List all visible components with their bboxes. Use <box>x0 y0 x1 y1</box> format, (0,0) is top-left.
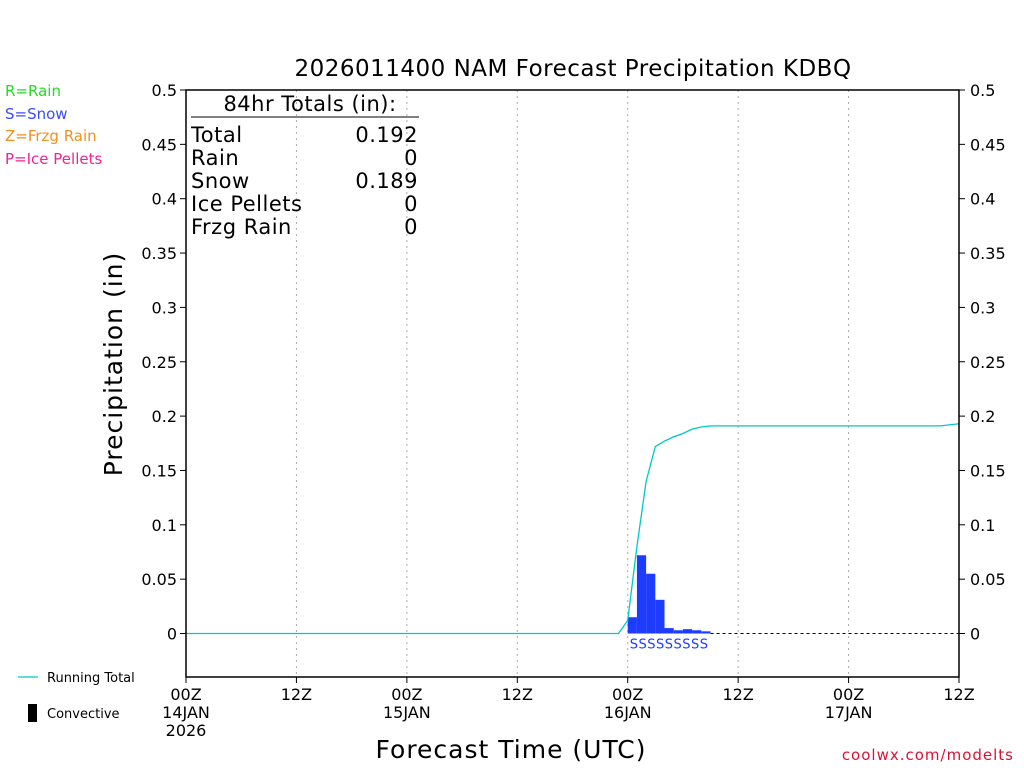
y-tick-label-left: 0.25 <box>141 353 177 372</box>
y-tick-label-left: 0.35 <box>141 244 177 263</box>
totals-value-snow: 0.189 <box>355 169 418 193</box>
totals-label-frzg-rain: Frzg Rain <box>191 215 292 239</box>
x-tick-label: 16JAN <box>604 703 652 722</box>
snow-markers: SSSSSSSSS <box>630 638 709 653</box>
y-tick-label-left: 0 <box>167 625 177 644</box>
x-tick-label: 00Z <box>833 685 864 704</box>
y-tick-label-left: 0.2 <box>152 407 177 426</box>
legend-snow: S=Snow <box>5 105 68 123</box>
y-tick-label-right: 0.45 <box>970 135 1006 154</box>
totals-header: 84hr Totals (in): <box>223 92 396 116</box>
y-axis-right: 0 0.05 0.1 0.15 0.2 0.25 0.3 0.35 0.4 0.45 0.5 <box>959 81 1006 644</box>
plot-frame <box>185 89 960 678</box>
x-tick-label: 12Z <box>281 685 312 704</box>
ptype-legend: R=Rain S=Snow Z=Frzg Rain P=Ice Pellets <box>5 82 102 168</box>
snow-bar <box>636 555 647 634</box>
credit-text: coolwx.com/modelts <box>842 746 1014 764</box>
y-axis-label: Precipitation (in) <box>99 252 128 477</box>
totals-value-total: 0.192 <box>355 123 418 147</box>
totals-value-frzg-rain: 0 <box>404 215 418 239</box>
snow-bar <box>682 629 693 634</box>
y-tick-label-right: 0.2 <box>970 407 995 426</box>
y-tick-label-left: 0.4 <box>152 190 177 209</box>
legend-convective: Convective <box>47 707 120 722</box>
totals-label-rain: Rain <box>191 146 239 170</box>
totals-box: 84hr Totals (in): Total 0.192 Rain 0 Sno… <box>190 92 419 239</box>
totals-label-total: Total <box>190 123 243 147</box>
x-tick-label: 15JAN <box>383 703 431 722</box>
y-tick-label-left: 0.1 <box>152 516 177 535</box>
x-axis-label: Forecast Time (UTC) <box>376 735 647 764</box>
x-tick-label: 12Z <box>722 685 753 704</box>
y-axis-left: 0 0.05 0.1 0.15 0.2 0.25 0.3 0.35 0.4 0.45 0.5 <box>141 81 186 644</box>
chart-title: 2026011400 NAM Forecast Precipitation KD… <box>294 56 851 82</box>
x-tick-label: 17JAN <box>825 703 873 722</box>
y-tick-label-left: 0.3 <box>152 298 177 317</box>
y-tick-label-left: 0.05 <box>141 570 177 589</box>
y-tick-label-right: 0.35 <box>970 244 1006 263</box>
totals-value-rain: 0 <box>404 146 418 170</box>
y-tick-label-right: 0.25 <box>970 353 1006 372</box>
x-tick-label: 00Z <box>170 685 201 704</box>
x-tick-label: 2026 <box>166 721 207 740</box>
snow-bar <box>664 628 674 634</box>
x-tick-label: 12Z <box>943 685 974 704</box>
totals-label-ice-pellets: Ice Pellets <box>191 192 302 216</box>
legend-frzg-rain: Z=Frzg Rain <box>5 127 97 145</box>
x-tick-label: 12Z <box>502 685 533 704</box>
y-tick-label-right: 0.5 <box>970 81 995 100</box>
legend-ice-pellets: P=Ice Pellets <box>5 150 102 168</box>
snow-bar <box>673 630 683 634</box>
x-tick-label: 00Z <box>391 685 422 704</box>
snow-bar <box>655 599 665 634</box>
line-legend: Running Total Convective <box>18 671 135 722</box>
x-tick-label: 00Z <box>612 685 643 704</box>
snow-bar <box>627 617 637 634</box>
x-tick-label: 14JAN <box>162 703 210 722</box>
y-tick-label-right: 0.3 <box>970 298 995 317</box>
y-tick-label-left: 0.5 <box>152 81 177 100</box>
y-tick-label-left: 0.15 <box>141 461 177 480</box>
totals-value-ice-pellets: 0 <box>404 192 418 216</box>
snow-bar <box>692 630 702 634</box>
grid-lines <box>295 90 850 677</box>
y-tick-label-right: 0.1 <box>970 516 995 535</box>
y-tick-label-left: 0.45 <box>141 135 177 154</box>
legend-running-total: Running Total <box>47 671 135 686</box>
legend-rain: R=Rain <box>5 82 61 100</box>
running-total-line <box>186 423 960 635</box>
y-tick-label-right: 0.15 <box>970 461 1006 480</box>
snow-bar <box>701 631 711 634</box>
y-tick-label-right: 0.05 <box>970 570 1006 589</box>
y-tick-label-right: 0.4 <box>970 190 995 209</box>
snow-bar <box>646 573 656 634</box>
convective-swatch <box>28 704 37 722</box>
totals-label-snow: Snow <box>191 169 250 193</box>
y-tick-label-right: 0 <box>970 625 980 644</box>
snow-bars <box>627 555 711 634</box>
